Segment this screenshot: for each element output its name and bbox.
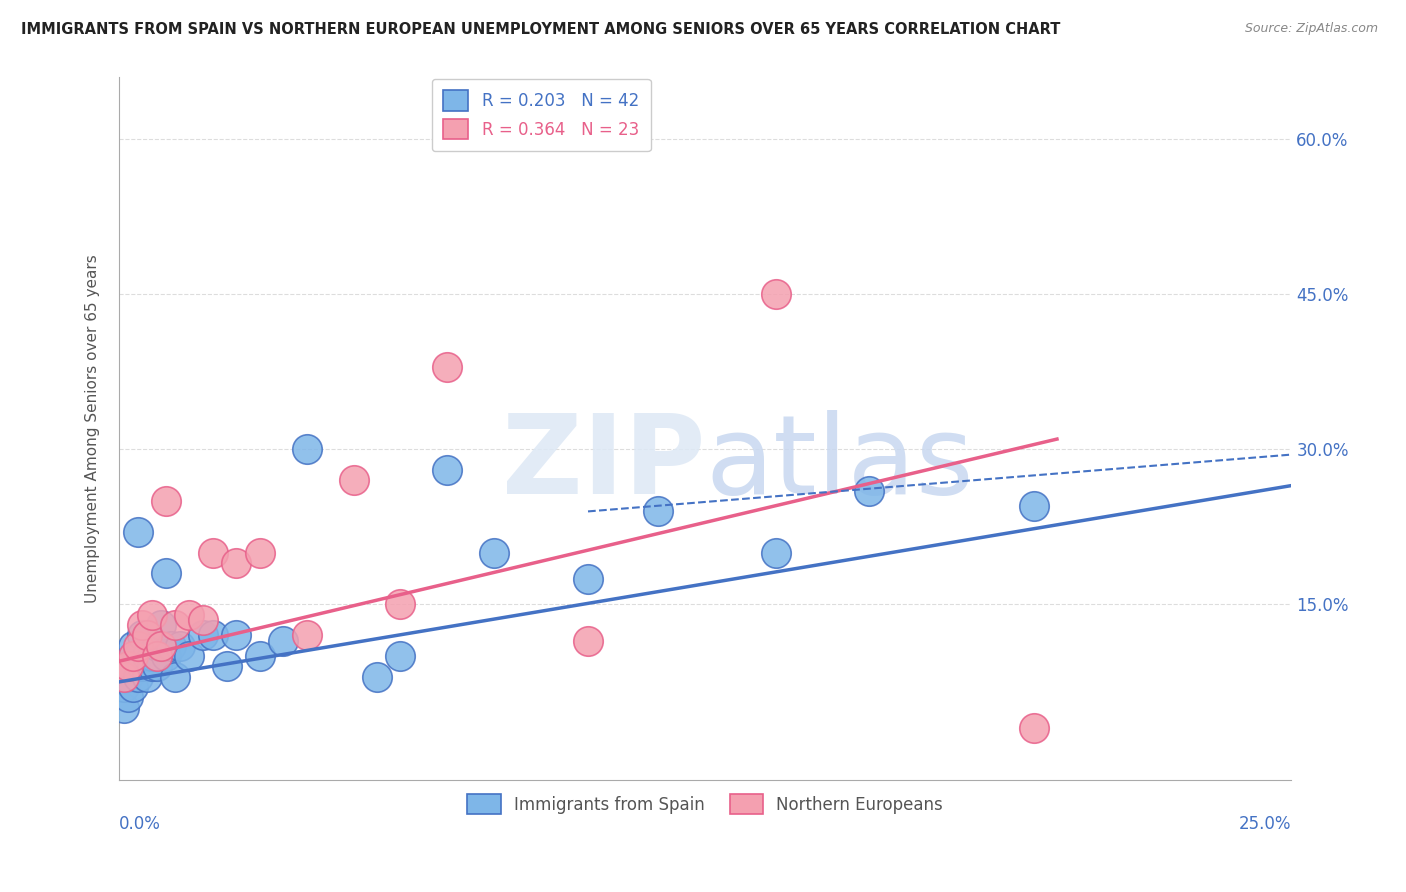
Point	[193, 628, 215, 642]
Point	[112, 670, 135, 684]
Point	[127, 524, 149, 539]
Point	[576, 633, 599, 648]
Point	[131, 659, 153, 673]
Point	[1022, 500, 1045, 514]
Point	[117, 670, 139, 684]
Point	[179, 607, 201, 622]
Point	[765, 287, 787, 301]
Point	[127, 649, 149, 664]
Point	[136, 649, 159, 664]
Text: ZIP: ZIP	[502, 410, 706, 517]
Point	[141, 649, 163, 664]
Point	[436, 359, 458, 374]
Point	[122, 639, 145, 653]
Point	[159, 639, 181, 653]
Point	[145, 639, 167, 653]
Point	[141, 607, 163, 622]
Point	[576, 572, 599, 586]
Legend: Immigrants from Spain, Northern Europeans: Immigrants from Spain, Northern European…	[461, 788, 950, 821]
Point	[141, 659, 163, 673]
Point	[165, 670, 187, 684]
Point	[169, 639, 191, 653]
Point	[1022, 722, 1045, 736]
Point	[858, 483, 880, 498]
Text: IMMIGRANTS FROM SPAIN VS NORTHERN EUROPEAN UNEMPLOYMENT AMONG SENIORS OVER 65 YE: IMMIGRANTS FROM SPAIN VS NORTHERN EUROPE…	[21, 22, 1060, 37]
Point	[436, 463, 458, 477]
Point	[127, 670, 149, 684]
Point	[249, 649, 271, 664]
Point	[165, 618, 187, 632]
Point	[145, 649, 167, 664]
Point	[131, 618, 153, 632]
Point	[117, 690, 139, 705]
Point	[342, 474, 364, 488]
Text: atlas: atlas	[706, 410, 974, 517]
Point	[127, 639, 149, 653]
Point	[647, 504, 669, 518]
Point	[201, 628, 224, 642]
Point	[201, 546, 224, 560]
Point	[179, 649, 201, 664]
Point	[225, 628, 247, 642]
Point	[150, 618, 173, 632]
Y-axis label: Unemployment Among Seniors over 65 years: Unemployment Among Seniors over 65 years	[86, 254, 100, 603]
Point	[122, 649, 145, 664]
Point	[122, 680, 145, 694]
Point	[295, 628, 318, 642]
Point	[765, 546, 787, 560]
Point	[131, 628, 153, 642]
Point	[155, 566, 177, 581]
Point	[136, 628, 159, 642]
Point	[389, 598, 412, 612]
Point	[112, 680, 135, 694]
Text: 25.0%: 25.0%	[1239, 815, 1292, 833]
Text: 0.0%: 0.0%	[120, 815, 160, 833]
Point	[117, 659, 139, 673]
Point	[271, 633, 294, 648]
Point	[150, 639, 173, 653]
Point	[193, 613, 215, 627]
Point	[112, 700, 135, 714]
Point	[389, 649, 412, 664]
Point	[215, 659, 238, 673]
Point	[155, 494, 177, 508]
Point	[484, 546, 506, 560]
Point	[295, 442, 318, 457]
Point	[155, 649, 177, 664]
Point	[249, 546, 271, 560]
Point	[117, 659, 139, 673]
Text: Source: ZipAtlas.com: Source: ZipAtlas.com	[1244, 22, 1378, 36]
Point	[122, 649, 145, 664]
Point	[136, 670, 159, 684]
Point	[225, 556, 247, 570]
Point	[145, 659, 167, 673]
Point	[366, 670, 388, 684]
